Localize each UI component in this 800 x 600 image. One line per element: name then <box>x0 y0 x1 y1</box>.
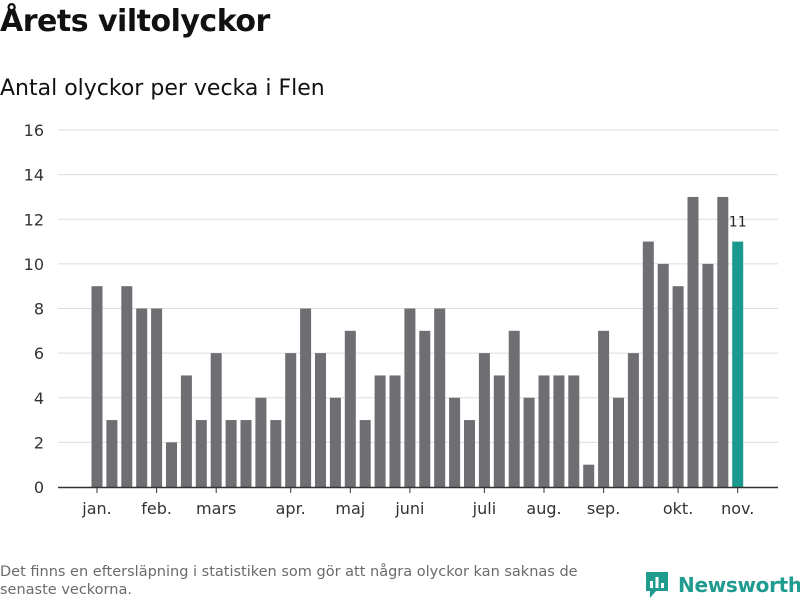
bar <box>553 375 565 487</box>
bar <box>434 308 446 487</box>
bar <box>389 375 401 487</box>
bar <box>449 397 461 487</box>
y-tick-label: 14 <box>24 166 44 185</box>
x-tick-label: feb. <box>141 499 172 518</box>
bar <box>344 330 356 487</box>
bar <box>106 420 118 487</box>
chart-title: Årets viltolyckor <box>0 4 270 39</box>
bar <box>493 375 505 487</box>
footnote: Det finns en eftersläpning i statistiken… <box>0 564 578 598</box>
y-tick-label: 6 <box>34 344 44 363</box>
y-tick-label: 8 <box>34 300 44 319</box>
y-tick-label: 16 <box>24 121 44 140</box>
bar <box>464 420 475 487</box>
bar <box>583 464 595 487</box>
bar <box>568 375 580 487</box>
bar <box>180 375 192 487</box>
bar <box>195 420 207 487</box>
newsworthy-logo-icon <box>646 572 668 598</box>
bar <box>478 353 490 487</box>
bar <box>240 420 252 487</box>
x-axis-ticks: jan. feb. mars apr. maj juni juli aug. sep. okt. n… <box>81 487 754 518</box>
bar <box>627 353 639 487</box>
bar <box>702 263 714 487</box>
bar <box>210 353 222 487</box>
bar <box>598 330 610 487</box>
x-tick-label: sep. <box>587 499 620 518</box>
x-tick-label: nov. <box>721 499 754 518</box>
bar <box>672 286 684 487</box>
bar <box>538 375 550 487</box>
bar <box>374 375 386 487</box>
bar <box>270 420 282 487</box>
bar <box>285 353 297 487</box>
bar-chart: 0 2 4 6 8 10 12 14 16 11 jan. feb. mars apr. maj juni… <box>24 121 778 518</box>
bar <box>136 308 148 487</box>
chart-subtitle: Antal olyckor per vecka i Flen <box>0 76 325 101</box>
brand[interactable]: Newsworthy <box>644 570 800 600</box>
bar <box>300 308 312 487</box>
x-tick-label: maj <box>335 499 365 518</box>
y-tick-label: 12 <box>24 210 44 229</box>
x-tick-label: okt. <box>663 499 693 518</box>
bar <box>225 420 237 487</box>
x-tick-label: jan. <box>81 499 111 518</box>
bar <box>642 241 654 487</box>
bar <box>91 286 103 487</box>
bar <box>508 330 520 487</box>
bar <box>151 308 163 487</box>
bar <box>166 442 177 487</box>
x-tick-label: juli <box>472 499 496 518</box>
bar <box>687 196 699 487</box>
x-tick-label: aug. <box>526 499 561 518</box>
x-tick-label: mars <box>196 499 236 518</box>
bar <box>359 420 371 487</box>
y-tick-label: 2 <box>34 433 44 452</box>
bar <box>329 397 341 487</box>
bar <box>657 263 669 487</box>
bars: 11 <box>91 196 747 487</box>
y-tick-label: 10 <box>24 255 44 274</box>
bar <box>404 308 416 487</box>
gridlines <box>58 129 778 443</box>
bar <box>717 196 729 487</box>
y-tick-label: 0 <box>34 478 44 497</box>
bar <box>419 330 431 487</box>
y-tick-label: 4 <box>34 389 44 408</box>
x-tick-label: juni <box>394 499 424 518</box>
bar <box>613 397 624 487</box>
y-axis-ticks: 0 2 4 6 8 10 12 14 16 <box>24 121 44 497</box>
bar-value-label: 11 <box>729 215 747 231</box>
bar <box>315 353 326 487</box>
x-tick-label: apr. <box>276 499 306 518</box>
bar <box>121 286 133 487</box>
bar-highlight <box>732 241 744 487</box>
bar <box>523 397 535 487</box>
bar <box>255 397 267 487</box>
brand-name: Newsworthy <box>678 573 800 597</box>
